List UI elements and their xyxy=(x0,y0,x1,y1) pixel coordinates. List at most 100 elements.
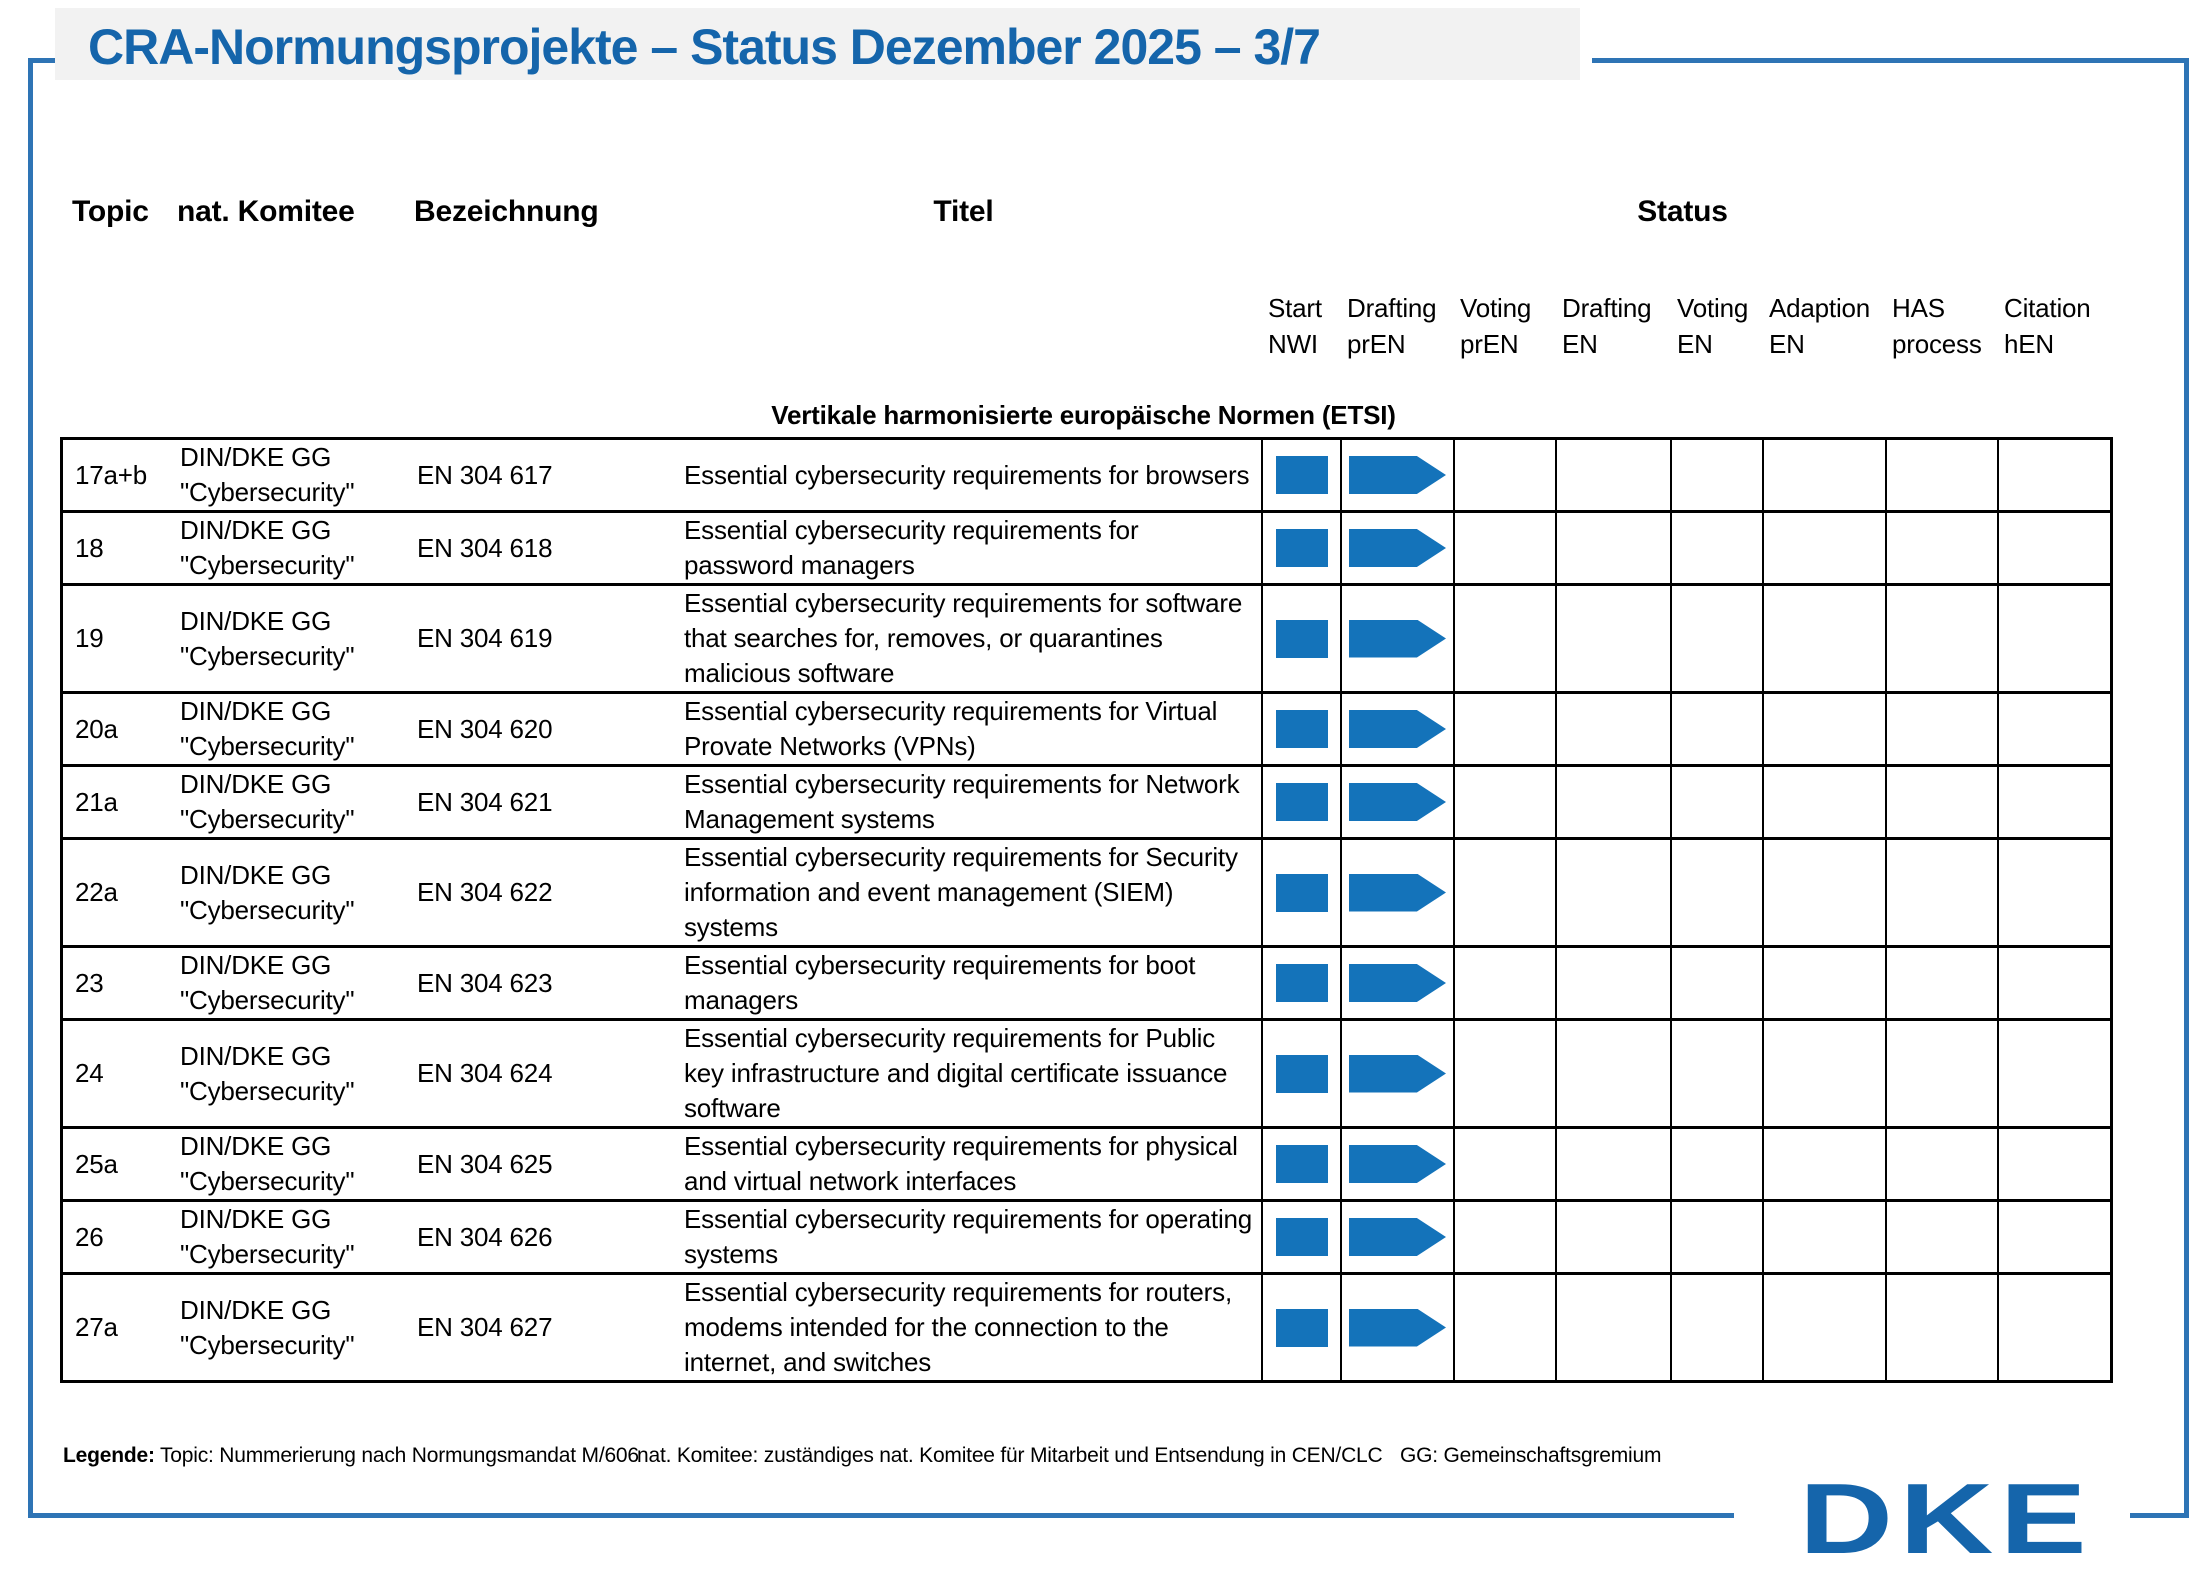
bezeichnung-cell: EN 304 618 xyxy=(417,532,553,563)
titel-cell: Essential cybersecurity requirements for… xyxy=(684,1204,1253,1269)
komitee-cell: DIN/DKE GG "Cybersecurity" xyxy=(180,442,355,507)
status-cell xyxy=(1885,948,1997,1018)
titel-cell: Essential cybersecurity requirements for… xyxy=(684,459,1250,490)
status-subheader: Drafting EN xyxy=(1562,293,1652,359)
status-subheader-row: Start NWI Drafting prEN Voting prEN Draftin… xyxy=(1258,290,2107,362)
status-cell xyxy=(1997,948,2110,1018)
header-titel: Titel xyxy=(933,195,994,228)
komitee-cell: DIN/DKE GG "Cybersecurity" xyxy=(180,1131,355,1196)
status-cell xyxy=(1261,767,1340,837)
status-cell xyxy=(1670,586,1762,691)
legend-label: Legende: xyxy=(63,1444,155,1467)
status-cell xyxy=(1762,840,1885,945)
dke-logo-text: DKE xyxy=(1799,1463,2093,1575)
status-arrow-icon xyxy=(1349,1218,1446,1256)
topic-cell: 20a xyxy=(75,713,118,744)
status-cell xyxy=(1340,1021,1453,1126)
status-cell xyxy=(1453,586,1555,691)
status-cell xyxy=(1555,513,1670,583)
frame-bottom-border xyxy=(28,1513,1734,1518)
table-row: 22a DIN/DKE GG "Cybersecurity" EN 304 62… xyxy=(63,840,2110,948)
header-topic: Topic xyxy=(72,195,149,228)
status-cell xyxy=(1762,767,1885,837)
status-cell xyxy=(1261,1202,1340,1272)
status-square-icon xyxy=(1275,1145,1328,1183)
status-cell xyxy=(1997,694,2110,764)
status-cell xyxy=(1555,1129,1670,1199)
status-cell xyxy=(1261,1021,1340,1126)
komitee-cell: DIN/DKE GG "Cybersecurity" xyxy=(180,1294,355,1360)
bezeichnung-cell: EN 304 622 xyxy=(417,877,553,907)
status-table: 17a+b DIN/DKE GG "Cybersecurity" EN 304 … xyxy=(60,437,2113,1383)
status-cell xyxy=(1453,840,1555,945)
titel-cell: Essential cybersecurity requirements for… xyxy=(684,1023,1228,1123)
status-cell xyxy=(1261,586,1340,691)
frame-left-border xyxy=(28,58,33,1518)
status-arrow-icon xyxy=(1349,1054,1446,1093)
status-subheader: HAS process xyxy=(1892,293,1982,359)
komitee-cell: DIN/DKE GG "Cybersecurity" xyxy=(180,515,355,580)
status-subheader: Start NWI xyxy=(1268,293,1322,359)
status-cell xyxy=(1453,440,1555,510)
status-cell xyxy=(1762,1275,1885,1380)
status-cell xyxy=(1885,586,1997,691)
titel-cell: Essential cybersecurity requirements for… xyxy=(684,842,1238,942)
legend-item: nat. Komitee: zuständiges nat. Komitee f… xyxy=(637,1444,1383,1467)
status-cell xyxy=(1340,1275,1453,1380)
table-row: 18 DIN/DKE GG "Cybersecurity" EN 304 618… xyxy=(63,513,2110,586)
status-cell xyxy=(1340,694,1453,764)
status-cell xyxy=(1762,1202,1885,1272)
status-cell xyxy=(1261,1275,1340,1380)
status-cell xyxy=(1453,694,1555,764)
bezeichnung-cell: EN 304 620 xyxy=(417,713,553,744)
header-komitee: nat. Komitee xyxy=(177,195,355,228)
status-square-icon xyxy=(1275,619,1328,658)
bezeichnung-cell: EN 304 623 xyxy=(417,967,553,998)
table-row: 25a DIN/DKE GG "Cybersecurity" EN 304 62… xyxy=(63,1129,2110,1202)
table-row: 19 DIN/DKE GG "Cybersecurity" EN 304 619… xyxy=(63,586,2110,694)
status-cell xyxy=(1555,694,1670,764)
status-cell xyxy=(1261,948,1340,1018)
topic-cell: 27a xyxy=(75,1312,118,1342)
status-cell xyxy=(1885,1275,1997,1380)
status-cell xyxy=(1997,586,2110,691)
status-subheader: Voting prEN xyxy=(1460,293,1532,359)
table-row: 20a DIN/DKE GG "Cybersecurity" EN 304 62… xyxy=(63,694,2110,767)
frame-bottom-dash xyxy=(2130,1513,2189,1518)
titel-cell: Essential cybersecurity requirements for… xyxy=(684,588,1243,688)
status-square-icon xyxy=(1275,1218,1328,1256)
table-row: 26 DIN/DKE GG "Cybersecurity" EN 304 626… xyxy=(63,1202,2110,1275)
status-cell xyxy=(1261,1129,1340,1199)
status-cell xyxy=(1670,513,1762,583)
status-cell xyxy=(1261,513,1340,583)
status-cell xyxy=(1261,840,1340,945)
status-cell xyxy=(1670,948,1762,1018)
status-square-icon xyxy=(1275,529,1328,567)
section-header: Vertikale harmonisierte europäische Norm… xyxy=(771,400,1396,430)
titel-cell: Essential cybersecurity requirements for… xyxy=(684,950,1196,1015)
komitee-cell: DIN/DKE GG "Cybersecurity" xyxy=(180,696,355,761)
status-cell xyxy=(1670,1021,1762,1126)
table-row: 23 DIN/DKE GG "Cybersecurity" EN 304 623… xyxy=(63,948,2110,1021)
bezeichnung-cell: EN 304 625 xyxy=(417,1148,553,1179)
topic-cell: 26 xyxy=(75,1221,104,1252)
status-cell xyxy=(1997,513,2110,583)
status-cell xyxy=(1762,1129,1885,1199)
status-cell xyxy=(1555,1021,1670,1126)
status-subheader: Citation hEN xyxy=(2004,293,2091,359)
topic-cell: 22a xyxy=(75,877,118,907)
table-row: 21a DIN/DKE GG "Cybersecurity" EN 304 62… xyxy=(63,767,2110,840)
status-cell xyxy=(1453,1021,1555,1126)
status-cell xyxy=(1997,1129,2110,1199)
status-cell xyxy=(1997,1275,2110,1380)
legend-item: Topic: Nummerierung nach Normungsmandat … xyxy=(160,1444,639,1467)
status-cell xyxy=(1670,1129,1762,1199)
status-cell xyxy=(1885,1129,1997,1199)
status-cell xyxy=(1340,513,1453,583)
status-cell xyxy=(1453,1129,1555,1199)
status-cell xyxy=(1670,840,1762,945)
titel-cell: Essential cybersecurity requirements for… xyxy=(684,1131,1238,1196)
titel-cell: Essential cybersecurity requirements for… xyxy=(684,1277,1232,1377)
status-cell xyxy=(1453,513,1555,583)
